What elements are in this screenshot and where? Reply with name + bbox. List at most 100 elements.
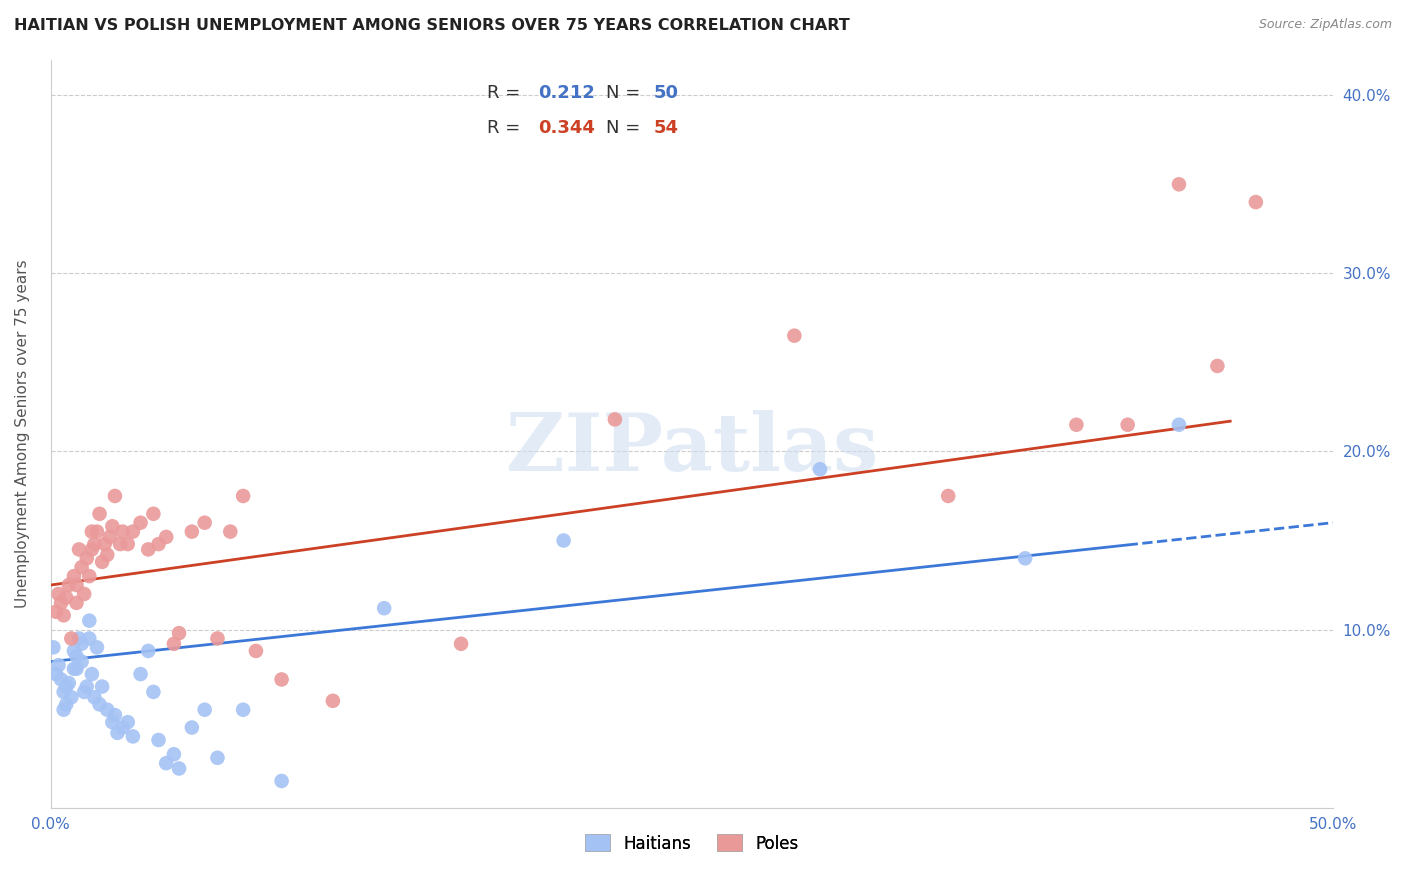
Point	[232, 703, 254, 717]
Point	[450, 637, 472, 651]
Point	[79, 614, 101, 628]
Point	[55, 591, 77, 605]
Point	[270, 673, 292, 687]
Point	[129, 667, 152, 681]
Point	[808, 462, 831, 476]
Point	[101, 715, 124, 730]
Point	[167, 626, 190, 640]
Point	[1116, 417, 1139, 432]
Text: ZIPatlas: ZIPatlas	[506, 409, 877, 488]
Point	[93, 537, 115, 551]
Point	[117, 537, 139, 551]
Point	[83, 537, 105, 551]
Text: 0.212: 0.212	[538, 84, 595, 103]
Point	[136, 542, 159, 557]
Point	[70, 560, 93, 574]
Point	[73, 587, 96, 601]
Point	[67, 632, 90, 646]
Point	[1206, 359, 1229, 373]
Point	[42, 640, 65, 655]
Text: 54: 54	[654, 120, 678, 137]
Point	[98, 530, 121, 544]
Text: R =: R =	[486, 120, 526, 137]
Text: 50: 50	[654, 84, 678, 103]
Point	[1168, 417, 1191, 432]
Point	[136, 644, 159, 658]
Point	[89, 698, 111, 712]
Point	[270, 774, 292, 789]
Point	[79, 569, 101, 583]
Point	[58, 676, 80, 690]
Point	[111, 721, 134, 735]
Point	[86, 524, 108, 539]
Point	[1066, 417, 1088, 432]
Point	[83, 690, 105, 705]
Point	[167, 762, 190, 776]
Point	[48, 658, 70, 673]
Point	[91, 555, 114, 569]
Point	[107, 726, 129, 740]
Point	[142, 685, 165, 699]
Point	[104, 708, 127, 723]
Point	[63, 569, 86, 583]
Point	[55, 680, 77, 694]
Point	[86, 640, 108, 655]
Point	[67, 542, 90, 557]
Point	[180, 721, 202, 735]
Point	[45, 667, 67, 681]
Point	[155, 756, 177, 771]
Point	[129, 516, 152, 530]
Point	[108, 537, 131, 551]
Point	[52, 608, 75, 623]
Point	[49, 596, 72, 610]
Point	[232, 489, 254, 503]
Point	[122, 524, 145, 539]
Point	[603, 412, 626, 426]
Point	[49, 673, 72, 687]
Point	[122, 730, 145, 744]
Point	[245, 644, 267, 658]
Point	[219, 524, 242, 539]
Point	[65, 578, 87, 592]
Point	[76, 680, 98, 694]
Point	[45, 605, 67, 619]
Point	[155, 530, 177, 544]
Point	[80, 667, 103, 681]
Point	[194, 516, 217, 530]
Point	[65, 596, 87, 610]
Y-axis label: Unemployment Among Seniors over 75 years: Unemployment Among Seniors over 75 years	[15, 260, 30, 608]
Point	[207, 632, 229, 646]
Point	[52, 703, 75, 717]
Text: N =: N =	[606, 120, 645, 137]
Point	[96, 703, 118, 717]
Point	[48, 587, 70, 601]
Point	[148, 733, 170, 747]
Point	[80, 542, 103, 557]
Text: 0.344: 0.344	[538, 120, 595, 137]
Point	[163, 637, 186, 651]
Point	[60, 690, 83, 705]
Point	[55, 698, 77, 712]
Point	[76, 551, 98, 566]
Point	[207, 751, 229, 765]
Text: N =: N =	[606, 84, 645, 103]
Point	[322, 694, 344, 708]
Point	[89, 507, 111, 521]
Point	[111, 524, 134, 539]
Point	[91, 680, 114, 694]
Point	[52, 685, 75, 699]
Point	[104, 489, 127, 503]
Point	[1244, 195, 1267, 210]
Point	[373, 601, 395, 615]
Text: Source: ZipAtlas.com: Source: ZipAtlas.com	[1258, 18, 1392, 31]
Point	[65, 662, 87, 676]
Point	[58, 578, 80, 592]
Point	[1014, 551, 1036, 566]
Point	[80, 524, 103, 539]
Point	[70, 655, 93, 669]
Point	[65, 649, 87, 664]
Point	[148, 537, 170, 551]
Point	[70, 637, 93, 651]
Point	[194, 703, 217, 717]
Point	[79, 632, 101, 646]
